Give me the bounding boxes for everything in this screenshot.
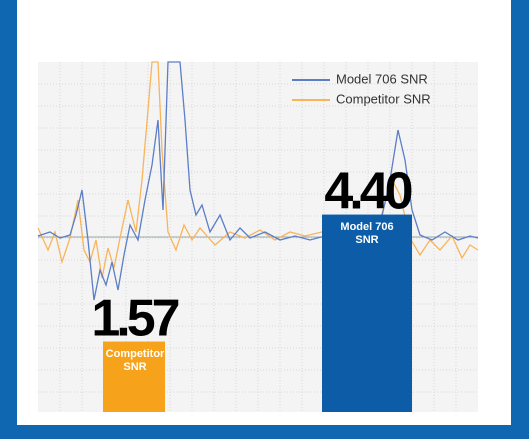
bar-label: Model 706 SNR bbox=[335, 221, 399, 247]
page: Model 706 SNRCompetitor SNR 1.57Competit… bbox=[0, 0, 529, 439]
value-label: 1.57 bbox=[91, 290, 178, 348]
value-label: 4.40 bbox=[324, 163, 411, 221]
bar-label: Competitor SNR bbox=[103, 348, 165, 374]
legend-label: Competitor SNR bbox=[336, 91, 431, 106]
bar-label-box: Model 706 SNR bbox=[322, 221, 412, 261]
bar-label-box: Competitor SNR bbox=[103, 348, 165, 388]
chart: Model 706 SNRCompetitor SNR 1.57Competit… bbox=[0, 0, 529, 439]
legend-label: Model 706 SNR bbox=[336, 71, 428, 86]
